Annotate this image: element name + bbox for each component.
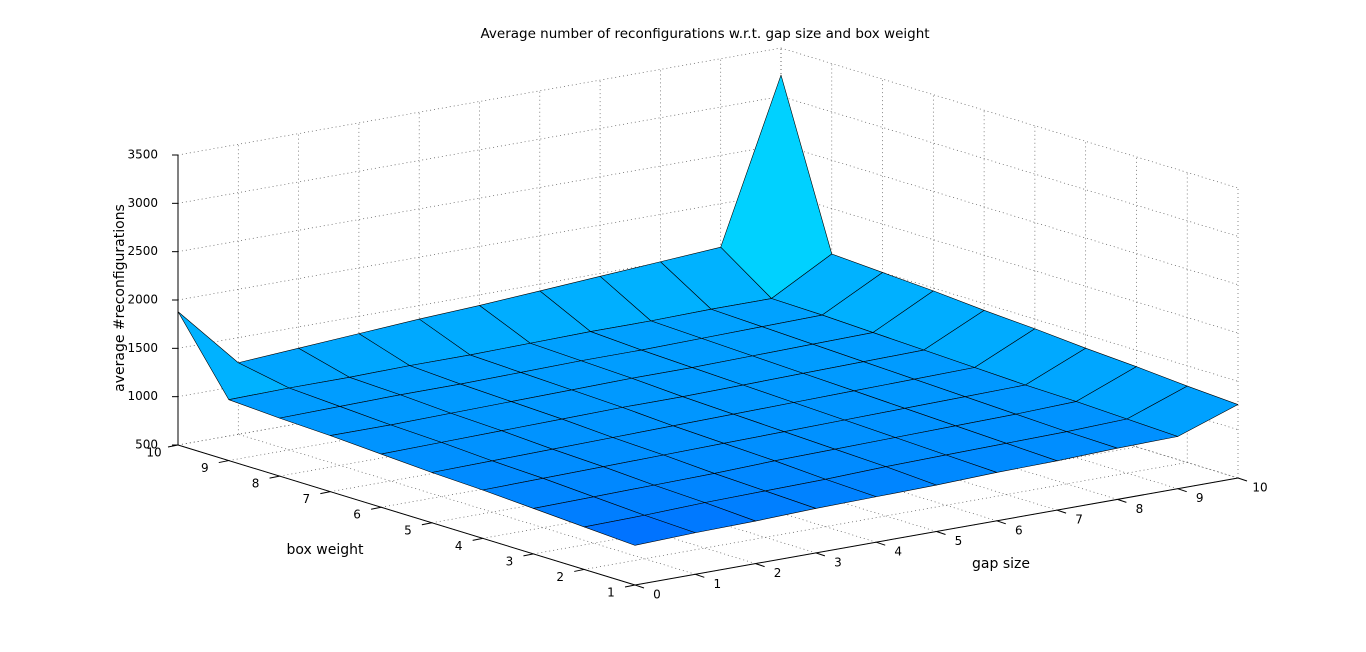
chart-title: Average number of reconfigurations w.r.t… [480, 26, 929, 42]
x-tick [936, 531, 946, 535]
y-tick-label: 8 [252, 477, 260, 491]
x-tick-label: 4 [894, 545, 902, 559]
x-tick-label: 7 [1075, 513, 1083, 527]
x-tick-label: 10 [1252, 481, 1267, 495]
x-tick-label: 1 [713, 577, 721, 591]
x-tick [815, 552, 826, 557]
x-tick [755, 563, 765, 568]
y-tick [523, 553, 534, 557]
z-tick-label: 500 [135, 438, 158, 452]
x-tick [1177, 488, 1187, 493]
x-tick-label: 6 [1015, 523, 1023, 537]
y-tick [218, 460, 229, 464]
x-tick [1237, 477, 1248, 482]
y-tick-label: 6 [353, 508, 361, 522]
y-tick [574, 568, 585, 572]
x-tick [695, 573, 705, 578]
x-tick-label: 2 [774, 566, 782, 580]
x-tick-label: 9 [1196, 491, 1204, 505]
x-tick [996, 520, 1006, 525]
x-tick [1117, 498, 1127, 503]
y-tick [421, 522, 432, 526]
y-axis [177, 444, 636, 586]
y-tick-label: 3 [506, 554, 514, 568]
z-tick-label: 3000 [127, 196, 158, 210]
x-tick-label: 8 [1136, 502, 1144, 516]
y-tick [269, 475, 280, 479]
grid-line [780, 47, 1239, 189]
x-tick-label: 5 [955, 534, 963, 548]
y-tick [624, 584, 636, 588]
x-tick [1056, 509, 1067, 514]
surface-face [583, 514, 696, 546]
x-tick-label: 3 [834, 555, 842, 569]
y-tick-label: 1 [607, 586, 615, 600]
x-tick-label: 0 [653, 588, 661, 602]
y-tick [320, 491, 331, 495]
y-tick-label: 4 [455, 539, 463, 553]
y-tick-label: 5 [404, 523, 412, 537]
z-tick-label: 3500 [127, 148, 158, 162]
z-tick-label: 2500 [127, 244, 158, 258]
z-tick-label: 1000 [127, 389, 158, 403]
x-tick [634, 584, 645, 589]
x-tick [876, 541, 886, 546]
x-axis-label: gap size [972, 556, 1030, 572]
y-tick-label: 10 [146, 446, 161, 460]
y-tick [472, 537, 483, 541]
y-axis-label: box weight [287, 542, 364, 558]
y-tick-label: 2 [556, 570, 564, 584]
y-tick-label: 7 [303, 492, 311, 506]
z-tick-label: 1500 [127, 341, 158, 355]
z-tick-label: 2000 [127, 293, 158, 307]
grid-line [780, 95, 1239, 237]
y-tick [371, 506, 382, 510]
grid-line [177, 144, 782, 253]
z-axis-label: average #reconfigurations [112, 204, 128, 392]
y-tick-label: 9 [201, 461, 209, 475]
